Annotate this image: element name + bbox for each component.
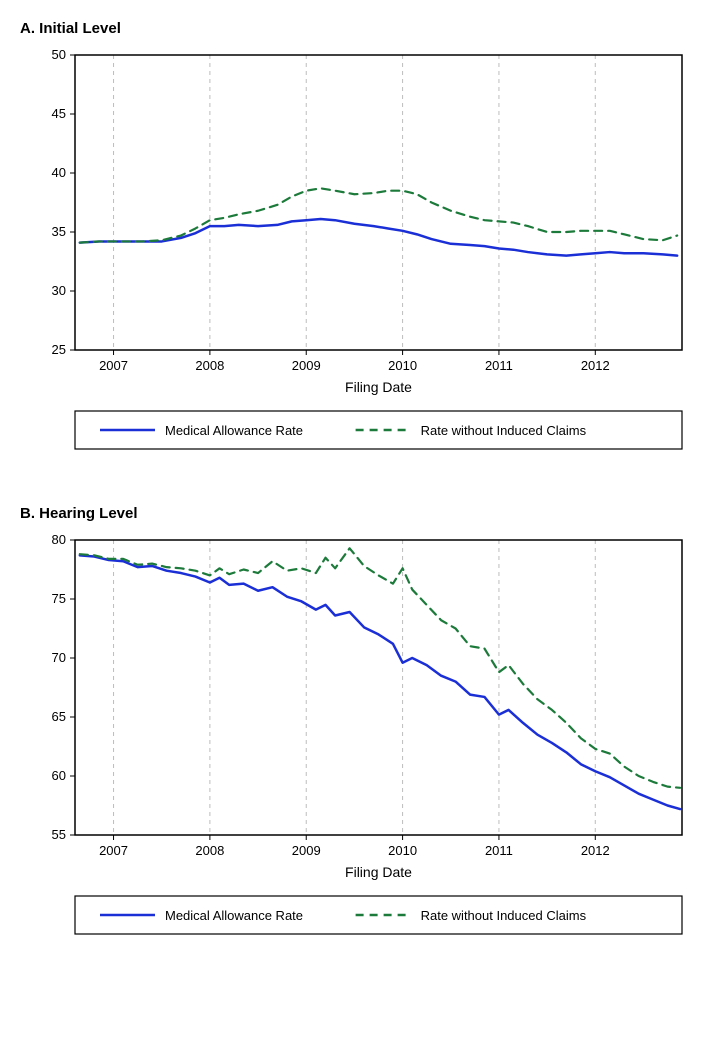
svg-text:55: 55: [52, 827, 66, 842]
svg-text:70: 70: [52, 650, 66, 665]
svg-text:Rate without Induced Claims: Rate without Induced Claims: [421, 908, 587, 923]
svg-text:2011: 2011: [485, 358, 513, 373]
panel-a-title: A. Initial Level: [20, 20, 706, 37]
svg-text:75: 75: [52, 591, 66, 606]
svg-text:2008: 2008: [195, 358, 224, 373]
svg-text:35: 35: [52, 224, 66, 239]
svg-text:2009: 2009: [292, 843, 321, 858]
svg-text:2008: 2008: [195, 843, 224, 858]
svg-text:2012: 2012: [581, 843, 610, 858]
svg-text:Medical Allowance Rate: Medical Allowance Rate: [165, 908, 303, 923]
panel-b-title: B. Hearing Level: [20, 505, 706, 522]
svg-text:30: 30: [52, 283, 66, 298]
panel-b: B. Hearing Level 55 60 65 70 75 80 2007 2008 200…: [20, 505, 706, 960]
svg-text:2012: 2012: [581, 358, 610, 373]
svg-text:50: 50: [52, 47, 66, 62]
chart-a-svg: 25 30 35 40 45 50 2007 2008 2009 2010 2011 2012 Fili…: [20, 45, 700, 475]
svg-text:2011: 2011: [485, 843, 513, 858]
svg-text:25: 25: [52, 342, 66, 357]
svg-text:Filing Date: Filing Date: [345, 379, 412, 395]
svg-text:80: 80: [52, 532, 66, 547]
svg-text:65: 65: [52, 709, 66, 724]
panel-a: A. Initial Level 25 30 35 40 45 50 2007 2008 200…: [20, 20, 706, 475]
svg-text:2010: 2010: [388, 358, 417, 373]
svg-text:40: 40: [52, 165, 66, 180]
svg-text:2007: 2007: [99, 843, 128, 858]
svg-text:2009: 2009: [292, 358, 321, 373]
svg-text:60: 60: [52, 768, 66, 783]
svg-text:Rate without Induced Claims: Rate without Induced Claims: [421, 423, 587, 438]
svg-text:Medical Allowance Rate: Medical Allowance Rate: [165, 423, 303, 438]
svg-text:Filing Date: Filing Date: [345, 864, 412, 880]
chart-b-svg: 55 60 65 70 75 80 2007 2008 2009 2010 2011 2012 Fili…: [20, 530, 700, 960]
svg-text:45: 45: [52, 106, 66, 121]
svg-text:2010: 2010: [388, 843, 417, 858]
svg-text:2007: 2007: [99, 358, 128, 373]
